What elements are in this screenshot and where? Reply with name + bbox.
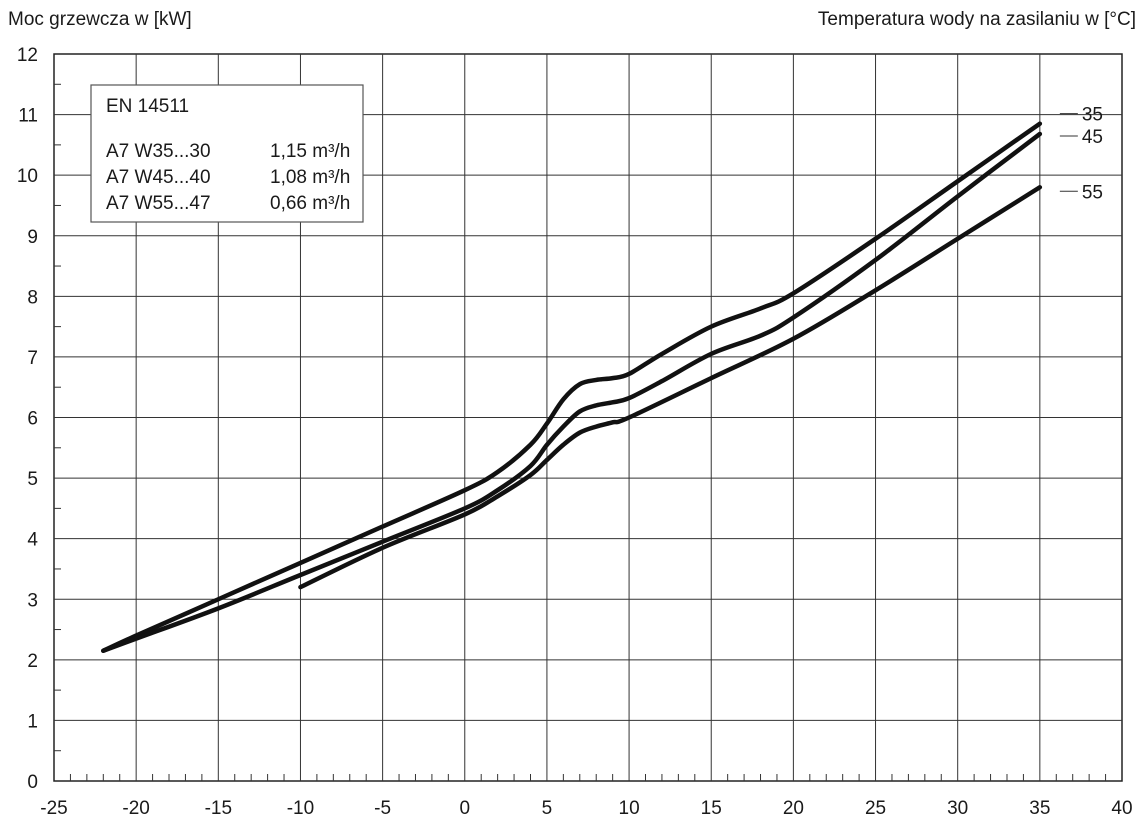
x-tick-label: 30 [947,798,968,819]
series-line-45 [101,131,1043,653]
x-tick-label: 10 [619,798,640,819]
y-tick-label: 7 [27,348,38,369]
x-tick-label: 15 [701,798,722,819]
x-tick-labels: -25 -20 -15 -10 -5 0 5 10 15 20 25 30 35 40 [40,798,1132,819]
series-lines [101,121,1043,653]
legend-box [90,84,364,223]
x-tick-label: -5 [374,798,391,819]
y-tick-label: 4 [27,530,38,551]
legend-condition-2: A7 W45...40 [106,167,211,188]
x-tick-label: 35 [1029,798,1050,819]
y-axis-title: Moc grzewcza w [kW] [8,9,192,30]
y-tick-label: 12 [17,45,38,66]
grid [54,54,1122,781]
legend-flow-3: 0,66 m³/h [270,193,350,214]
y-tick-label: 6 [27,409,38,430]
minor-ticks [54,83,1107,781]
x-tick-label: 25 [865,798,886,819]
series-label-35: 35 [1082,105,1103,126]
series-label-55: 55 [1082,182,1103,203]
legend-condition-1: A7 W35...30 [106,141,211,162]
legend-condition-3: A7 W55...47 [106,193,211,214]
y-tick-label: 1 [27,711,38,732]
y-tick-label: 8 [27,287,38,308]
series-axis-title: Temperatura wody na zasilaniu w [°C] [818,9,1136,30]
x-tick-label: -15 [205,798,232,819]
y-tick-label: 11 [18,106,38,127]
series-label-45: 45 [1082,127,1103,148]
legend: EN 14511 A7 W35...30 1,15 m³/h A7 W45...… [90,84,364,223]
x-tick-label: 0 [459,798,470,819]
legend-title: EN 14511 [106,96,189,117]
x-tick-label: 20 [783,798,804,819]
x-tick-label: -10 [287,798,314,819]
series-line-55 [298,185,1043,590]
x-tick-label: 40 [1111,798,1132,819]
legend-flow-2: 1,08 m³/h [270,167,350,188]
legend-flow-1: 1,15 m³/h [270,141,350,162]
x-tick-label: -25 [40,798,67,819]
y-tick-label: 10 [17,166,38,187]
y-tick-label: 9 [27,227,38,248]
x-tick-label: -20 [122,798,149,819]
y-tick-label: 2 [27,651,38,672]
y-tick-label: 3 [27,590,38,611]
y-tick-label: 0 [27,772,38,793]
series-line-35 [101,121,1043,653]
x-tick-label: 5 [542,798,553,819]
y-tick-label: 5 [27,469,38,490]
